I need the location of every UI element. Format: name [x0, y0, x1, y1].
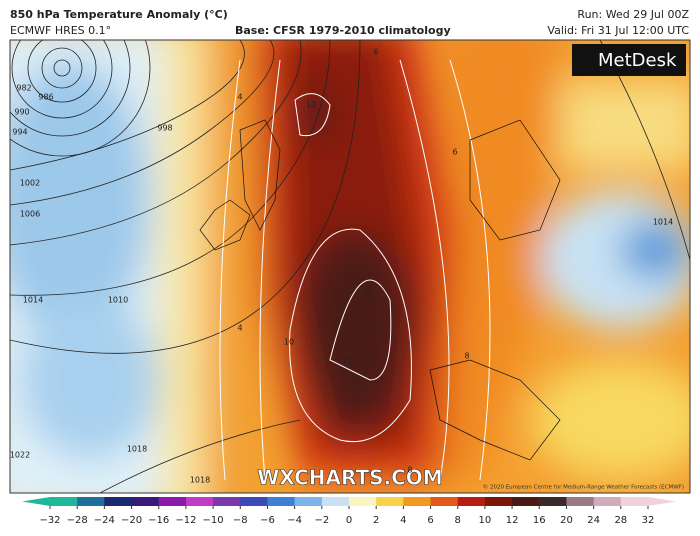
isobars — [10, 40, 690, 493]
contour-label: 1018 — [127, 445, 147, 454]
contour-label: 1022 — [10, 451, 30, 460]
contour-label: 12 — [363, 287, 373, 296]
colorbar-segment — [294, 497, 323, 506]
colorbar-segment — [620, 497, 649, 506]
colorbar-segment — [403, 497, 432, 506]
contour-label: 990 — [14, 108, 29, 117]
colorbar-segment — [77, 497, 105, 506]
colorbar-arrow-right — [648, 497, 676, 506]
colorbar-segment — [267, 497, 296, 506]
colorbar-label: 6 — [427, 515, 433, 526]
colorbar-label: 4 — [400, 515, 406, 526]
contour-label: 8 — [407, 466, 412, 475]
colorbar-label: 12 — [506, 515, 519, 526]
contour-label: 998 — [157, 124, 172, 133]
colorbar-label: −2 — [314, 515, 329, 526]
colorbar-label: −10 — [203, 515, 224, 526]
run: Run: Wed 29 Jul 00Z — [577, 8, 689, 21]
logo: MetDesk — [598, 50, 677, 71]
colorbar-arrow-left — [22, 497, 50, 506]
contour-label: 10 — [284, 338, 294, 347]
contour-label: 982 — [16, 84, 31, 93]
colorbar-label: −16 — [148, 515, 169, 526]
colorbar-label: −8 — [233, 515, 248, 526]
colorbar-label: −20 — [121, 515, 142, 526]
colorbar-label: −32 — [39, 515, 60, 526]
colorbar-segment — [213, 497, 241, 506]
colorbar-segment — [349, 497, 377, 506]
contour-label: 4 — [237, 324, 242, 333]
contour-label: 6 — [452, 148, 457, 157]
contour-label: 1014 — [23, 296, 43, 305]
base: Base: CFSR 1979-2010 climatology — [235, 24, 451, 37]
title: 850 hPa Temperature Anomaly (°C) — [10, 8, 228, 21]
colorbar-label: 32 — [642, 515, 655, 526]
contour-label: 10 — [306, 101, 316, 110]
colorbar-label: 20 — [560, 515, 573, 526]
contour-label: 994 — [12, 128, 27, 137]
contour-label: 4 — [237, 93, 242, 102]
contour-label: 1006 — [20, 210, 40, 219]
contour-label: 1010 — [108, 296, 128, 305]
colorbar-segment — [158, 497, 187, 506]
temp-contours — [219, 59, 491, 481]
contour-label: 8 — [464, 352, 469, 361]
valid: Valid: Fri 31 Jul 12:00 UTC — [547, 24, 689, 37]
colorbar-label: −12 — [175, 515, 196, 526]
colorbar-segment — [430, 497, 459, 506]
colorbar-segment — [50, 497, 78, 506]
contour-label: 12 — [342, 358, 352, 367]
watermark: WXCHARTS.COM — [257, 466, 442, 490]
logo-box — [572, 44, 686, 76]
colorbar-label: 0 — [346, 515, 352, 526]
colorbar-segment — [185, 497, 214, 506]
colorbar-label: 16 — [533, 515, 546, 526]
anomaly-field — [10, 40, 690, 493]
contour-label: 1002 — [20, 179, 40, 188]
colorbar-label: 2 — [373, 515, 379, 526]
colorbar-segment — [240, 497, 268, 506]
contour-label: 1018 — [190, 476, 210, 485]
contour-label: 6 — [373, 48, 378, 57]
colorbar-segment — [539, 497, 567, 506]
colorbar-label: −6 — [260, 515, 275, 526]
contour-label: 986 — [38, 93, 53, 102]
colorbar-label: 10 — [479, 515, 492, 526]
colorbar-segment — [321, 497, 350, 506]
colorbar-label: −28 — [67, 515, 88, 526]
colorbar-label: −24 — [94, 515, 115, 526]
colorbar-label: 24 — [587, 515, 600, 526]
colorbar-segment — [484, 497, 513, 506]
model: ECMWF HRES 0.1° — [10, 24, 111, 37]
colorbar-segment — [104, 497, 133, 506]
map: MetDesk WXCHARTS.COM © 2020 European Cen… — [10, 40, 690, 493]
coastlines — [199, 119, 561, 461]
colorbar-label: 28 — [614, 515, 627, 526]
colorbar-segment — [457, 497, 486, 506]
colorbar: −32 −28 −24 −20 −16 −12 −10 −8 −6 −4 −2 0 2 4 6 8 10 12 16… — [22, 497, 676, 526]
copyright: © 2020 European Centre for Medium-Range … — [483, 484, 684, 491]
colorbar-segment — [593, 497, 622, 506]
contour-label: 1014 — [653, 218, 673, 227]
colorbar-segment — [566, 497, 595, 506]
map-frame — [9, 39, 691, 494]
colorbar-segment — [131, 497, 160, 506]
colorbar-label: 8 — [455, 515, 461, 526]
colorbar-segment — [376, 497, 404, 506]
colorbar-segment — [512, 497, 540, 506]
colorbar-label: −4 — [287, 515, 302, 526]
